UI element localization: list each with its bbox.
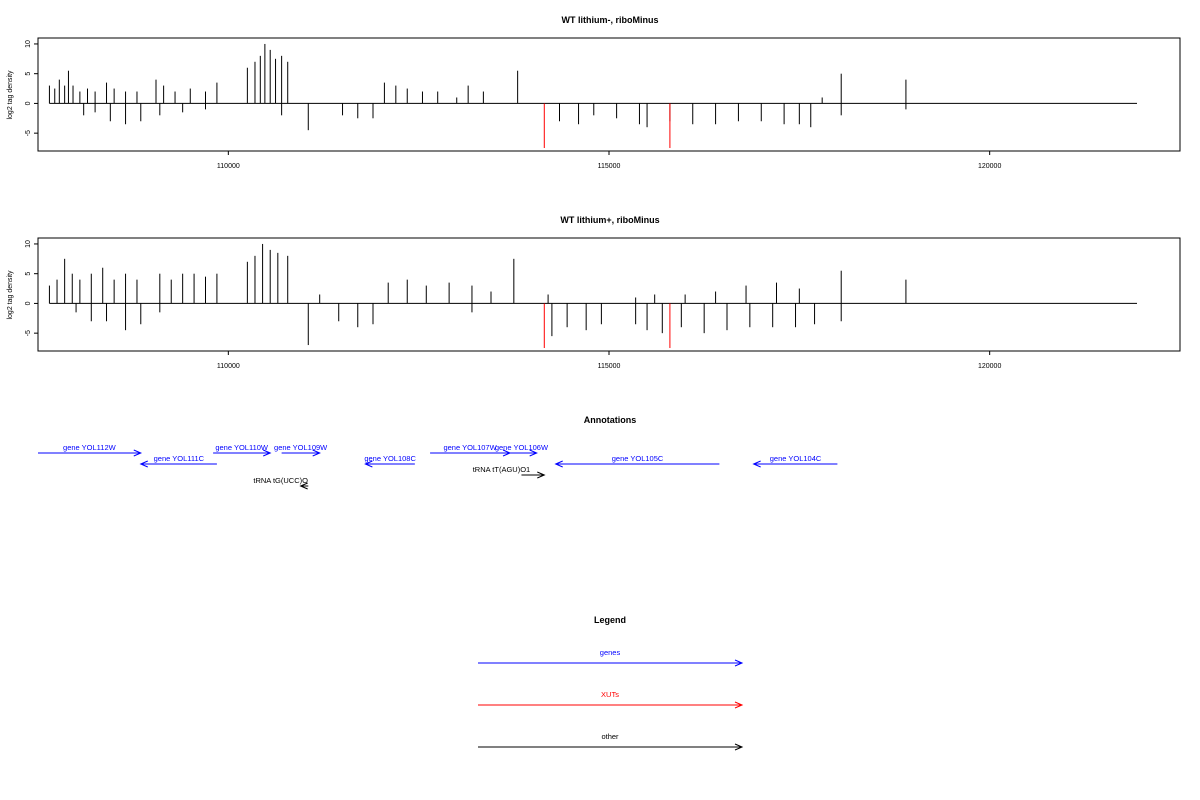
signal-bars [48,243,1137,349]
arrow-head [133,449,143,457]
feature-trna-tt-agu-o1: tRNA tT(AGU)O1 [473,465,546,479]
legend-items: genes XUTs other [478,648,744,751]
y-tick-label: 10 [25,240,32,248]
y-axis-label: log2 tag density [7,270,14,320]
feature-gene-yol112w: gene YOL112W [38,443,143,457]
feature-list: gene YOL112W gene YOL111C gene YOL110W gene… [38,443,838,490]
feature-trna-tg-ucc-o: tRNA tG(UCC)O [253,476,309,490]
arrow-head [554,460,563,468]
arrow-head [752,460,761,468]
legend-label: XUTs [601,690,619,699]
feature-gene-yol108c: gene YOL108C [364,454,416,468]
y-tick-label: 0 [25,301,32,305]
legend: Legend genes XUTs other [478,615,744,751]
feature-label: gene YOL104C [770,454,822,463]
y-tick-label: -5 [25,330,32,336]
feature-gene-yol105c: gene YOL105C [554,454,720,468]
arrow-head [263,449,272,457]
feature-label: gene YOL105C [612,454,664,463]
feature-label: gene YOL106W [495,443,549,452]
feature-label: gene YOL112W [63,443,117,452]
x-tick-label: 115000 [598,163,621,170]
axes: 10 5 0 -5 110000 115000 120000 [25,240,1001,370]
feature-label: gene YOL110W [215,443,269,452]
y-tick-label: 5 [25,272,32,276]
arrow-head [364,460,373,468]
feature-label: tRNA tG(UCC)O [253,476,308,485]
legend-arrow-head [734,659,744,667]
feature-gene-yol106w: gene YOL106W [495,443,549,457]
arrow-head [312,449,321,457]
feature-gene-yol111c: gene YOL111C [139,454,217,468]
feature-label: gene YOL108C [364,454,416,463]
y-tick-label: -5 [25,130,32,136]
legend-item-other: other [478,732,744,751]
legend-label: other [601,732,619,741]
y-tick-label: 5 [25,72,32,76]
feature-gene-yol104c: gene YOL104C [752,454,838,468]
y-tick-label: 0 [25,101,32,105]
feature-gene-yol110w: gene YOL110W [213,443,272,457]
feature-gene-yol109w: gene YOL109W [274,443,328,457]
feature-label: gene YOL109W [274,443,328,452]
legend-item-xut: XUTs [478,690,744,709]
track-panel-lithium-minus: WT lithium-, riboMinus log2 tag density … [7,15,1181,170]
legend-arrow-head [734,701,744,709]
arrow-head [529,449,538,457]
y-axis-label: log2 tag density [7,70,14,120]
legend-title: Legend [594,615,626,625]
x-tick-label: 110000 [217,163,240,170]
feature-label: tRNA tT(AGU)O1 [473,465,531,474]
legend-item-gene: genes [478,648,744,667]
y-tick-label: 10 [25,40,32,48]
axes: 10 5 0 -5 110000 115000 120000 [25,40,1001,170]
feature-label: gene YOL111C [154,454,205,463]
signal-bars [48,43,1137,149]
arrow-head [537,471,546,479]
arrow-head [139,460,148,468]
x-tick-label: 120000 [978,163,1001,170]
plot-frame [37,37,1181,152]
feature-label: gene YOL107W [443,443,497,452]
x-tick-label: 120000 [978,363,1001,370]
legend-arrow-head [734,743,744,751]
track-panel-lithium-plus: WT lithium+, riboMinus log2 tag density … [7,215,1181,370]
arrow-head [299,482,308,490]
panel-title: WT lithium-, riboMinus [562,15,659,25]
panel-title: WT lithium+, riboMinus [560,215,659,225]
legend-label: genes [600,648,621,657]
x-tick-label: 110000 [217,363,240,370]
plot-frame [37,237,1181,352]
x-tick-label: 115000 [598,363,621,370]
annotations-title: Annotations [584,415,637,425]
